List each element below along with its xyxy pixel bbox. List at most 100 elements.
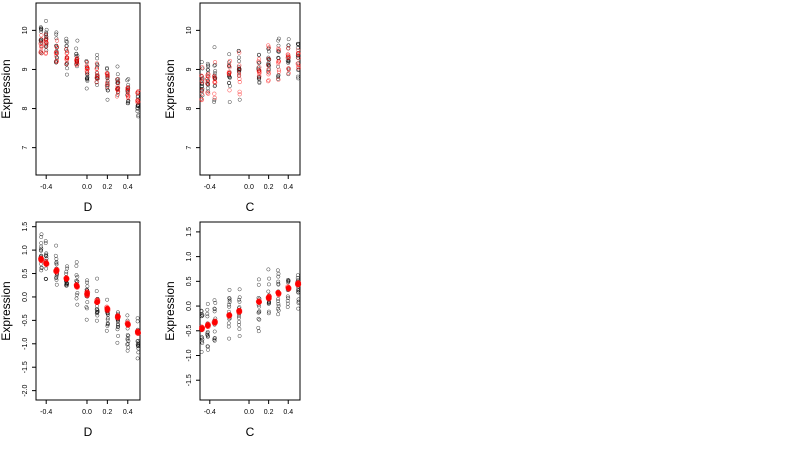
fitted-point [134,328,140,334]
fitted-point [227,88,232,93]
x-axis-title: C [246,425,255,439]
fitted-point [115,80,121,85]
observed-point [126,77,131,82]
observed-point [237,299,242,304]
fitted-point [84,68,89,74]
y-tick-label: 8 [186,106,193,110]
observed-point [105,322,110,326]
observed-point [200,312,204,317]
observed-point [237,297,241,302]
observed-point [65,266,70,271]
observed-point [85,300,90,305]
observed-point [64,72,69,77]
observed-point [212,309,217,314]
y-tick-label: -0.5 [22,314,29,326]
y-axis-title: Expression [0,59,13,118]
observed-point [136,113,141,118]
fitted-point [237,50,242,55]
observed-point [64,36,69,41]
fitted-point [105,82,110,87]
observed-point [125,333,130,337]
observed-point [266,49,271,54]
observed-point [95,307,100,312]
observed-point [286,296,291,300]
observed-point [53,253,58,258]
observed-point [257,317,262,322]
fitted-point [276,60,281,66]
fitted-point [65,50,70,55]
fitted-point [53,50,59,55]
fitted-point [286,66,291,71]
observed-point [205,332,210,337]
observed-point [276,43,281,48]
fitted-point [266,63,271,68]
observed-point [205,301,210,306]
x-tick-label: 0.2 [264,184,274,191]
x-axis-title: C [246,200,255,214]
observed-point [237,319,242,324]
observed-point [199,309,204,314]
observed-point [205,314,210,319]
observed-point [227,304,232,309]
observed-point [115,327,120,332]
observed-point [199,349,204,354]
y-axis-title: Expression [0,281,13,340]
observed-point [256,76,261,81]
observed-point [126,99,131,103]
fitted-point [266,70,272,75]
fitted-point [276,47,282,53]
observed-point [296,288,301,293]
observed-point [227,100,232,104]
observed-point [276,302,281,306]
fitted-point [206,91,211,96]
observed-point [54,262,59,267]
observed-point [205,307,210,312]
observed-point [266,282,271,287]
observed-point [205,61,210,66]
observed-point [199,339,204,344]
observed-point [296,76,301,81]
fitted-point [135,98,140,103]
observed-point [75,302,80,307]
fitted-point [257,68,262,73]
observed-point [267,276,272,281]
observed-point [236,316,241,320]
observed-point [65,264,70,269]
observed-point [44,252,49,257]
observed-point [275,49,280,54]
y-axis-title: Expression [163,59,177,118]
x-tick-label: -0.4 [40,184,52,191]
observed-point [227,336,232,341]
observed-point [286,277,290,282]
observed-point [237,327,242,331]
observed-point [227,296,232,301]
observed-point [75,291,80,295]
observed-point [136,114,141,119]
observed-point [266,301,271,306]
fitted-point [266,67,271,72]
observed-point [136,103,141,107]
fitted-point [115,90,121,95]
observed-point [295,41,300,46]
fitted-point [63,276,69,282]
observed-point [39,265,44,270]
observed-point [105,323,110,328]
observed-point [136,346,141,351]
fitted-point [63,275,70,281]
fitted-point [94,75,99,80]
observed-point [54,30,59,35]
observed-point [267,301,271,306]
observed-point [212,306,217,311]
y-tick-label: 0.0 [22,292,29,302]
fitted-point [95,299,101,305]
observed-point [95,82,100,87]
observed-point [256,277,261,282]
fitted-point [205,90,210,95]
fitted-point [212,60,218,65]
observed-point [65,66,70,71]
fitted-point [286,52,291,58]
observed-point [43,276,48,281]
fitted-point [256,59,261,64]
observed-point [276,38,281,43]
observed-point [205,86,210,91]
